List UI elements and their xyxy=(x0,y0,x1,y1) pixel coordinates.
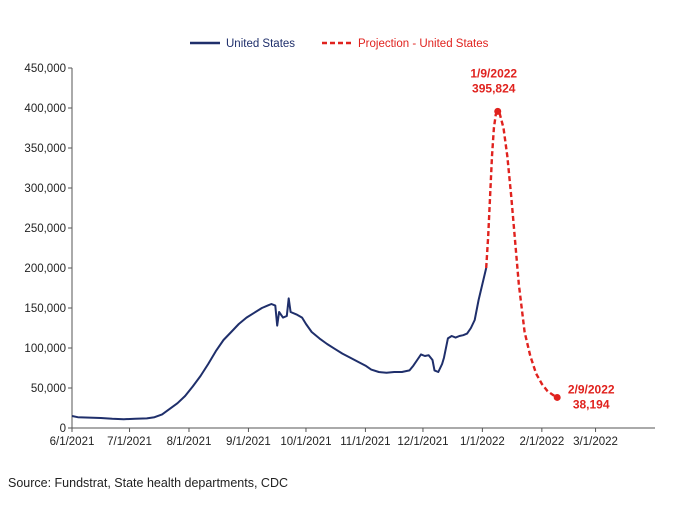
annotation-marker xyxy=(494,107,502,115)
x-tick-label: 11/1/2021 xyxy=(340,436,390,448)
legend-label-actual: United States xyxy=(226,38,295,50)
x-tick-label: 12/1/2021 xyxy=(397,436,448,448)
series-line-actual xyxy=(71,267,488,421)
y-tick-label: 450,000 xyxy=(24,63,66,75)
y-tick-label: 300,000 xyxy=(24,183,66,195)
x-tick-label: 8/1/2021 xyxy=(167,436,212,448)
y-tick-label: 400,000 xyxy=(24,103,66,115)
x-tick-label: 2/1/2022 xyxy=(519,436,564,448)
x-tick-label: 1/1/2022 xyxy=(460,436,505,448)
y-tick-label: 250,000 xyxy=(24,223,66,235)
legend-label-projection: Projection - United States xyxy=(358,38,489,50)
y-tick-label: 350,000 xyxy=(24,143,66,155)
annotation-marker xyxy=(553,393,561,401)
y-tick-label: 0 xyxy=(60,423,66,435)
y-tick-label: 50,000 xyxy=(31,383,66,395)
x-tick-label: 3/1/2022 xyxy=(573,436,618,448)
x-tick-label: 9/1/2021 xyxy=(226,436,271,448)
y-tick-label: 150,000 xyxy=(24,303,66,315)
y-tick-label: 100,000 xyxy=(24,343,66,355)
annotation-value: 395,824 xyxy=(472,81,516,95)
annotation-date: 2/9/2022 xyxy=(568,382,615,396)
chart-plot-area: 0 50,000 100,000 150,000 200,000 250,000 300,0… xyxy=(24,38,655,448)
source-note: Source: Fundstrat, State health departme… xyxy=(8,476,288,490)
x-tick-label: 10/1/2021 xyxy=(280,436,331,448)
x-tick-label: 7/1/2021 xyxy=(107,436,152,448)
series-line-projection xyxy=(485,110,558,399)
annotation-date: 1/9/2022 xyxy=(470,66,517,80)
x-tick-label: 6/1/2021 xyxy=(50,436,95,448)
y-tick-label: 200,000 xyxy=(24,263,66,275)
annotation-value: 38,194 xyxy=(573,397,610,411)
